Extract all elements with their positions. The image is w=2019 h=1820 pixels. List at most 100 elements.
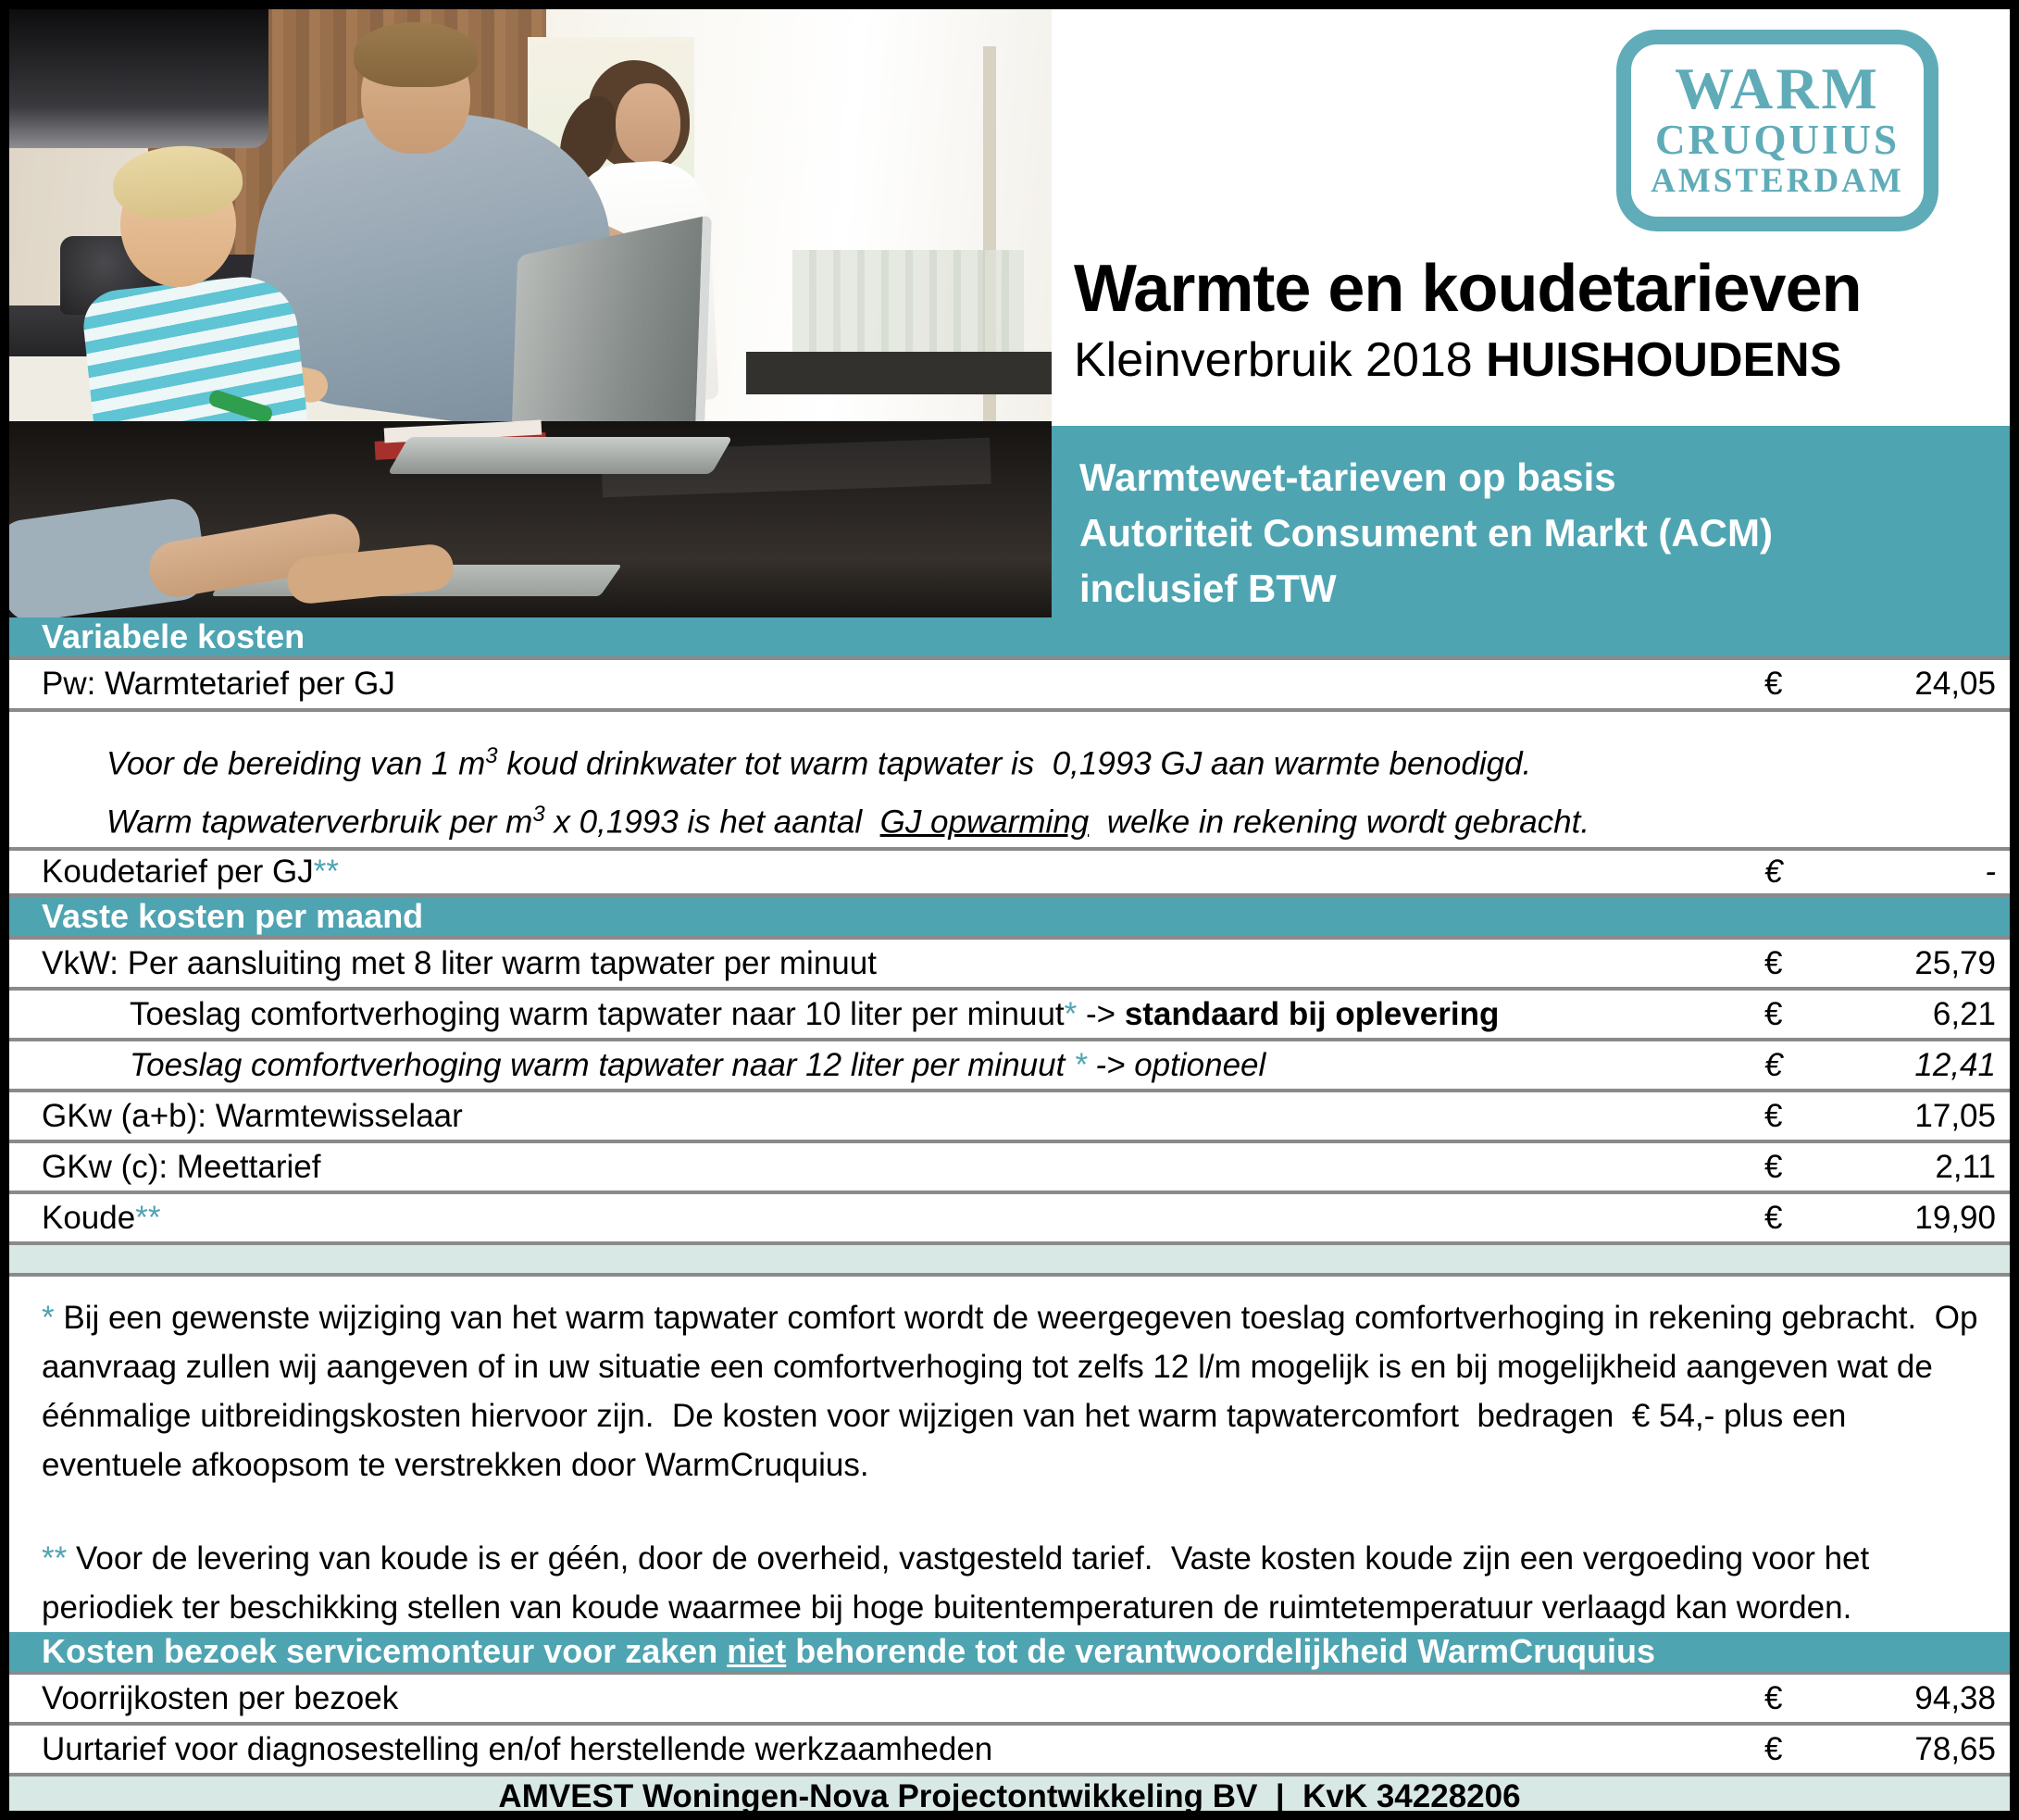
note-2-text: Warm tapwaterverbruik per m	[106, 804, 533, 841]
table-row-toeslag-10l: Toeslag comfortverhoging warm tapwater n…	[9, 991, 2010, 1041]
currency-symbol: €	[1764, 944, 1783, 981]
tapwater-note-block: Voor de bereiding van 1 m3 koud drinkwat…	[9, 712, 2010, 851]
service-header-text-2: behorende tot de verantwoordelijkheid Wa…	[786, 1632, 1656, 1670]
footnote-1: * Bij een gewenste wijziging van het war…	[42, 1293, 1982, 1490]
table-row-pw: Pw: Warmtetarief per GJ € 24,05	[9, 660, 2010, 712]
row-label: Koudetarief per GJ**	[42, 854, 1764, 891]
row-label: GKw (a+b): Warmtewisselaar	[42, 1097, 463, 1134]
service-header-underlined: niet	[727, 1632, 787, 1670]
koude-asterisks: **	[135, 1199, 161, 1236]
currency-symbol: €	[1764, 1148, 1783, 1185]
row-label: Toeslag comfortverhoging warm tapwater n…	[42, 1047, 1764, 1084]
toeslag12-arrow: ->	[1086, 1046, 1135, 1083]
currency-symbol: €	[1764, 1046, 1783, 1083]
toeslag12-label: Toeslag comfortverhoging warm tapwater n…	[130, 1046, 1075, 1083]
page-title: Warmte en koudetarieven	[1074, 252, 1863, 326]
logo-text-cruquius: CRUQUIUS	[1654, 117, 1901, 163]
row-value: 25,79	[1914, 944, 1996, 981]
footnote-2: ** Voor de levering van koude is er géén…	[42, 1534, 1982, 1632]
note-1-sup: 3	[485, 743, 498, 768]
footnotes-block: * Bij een gewenste wijziging van het war…	[9, 1277, 2010, 1632]
banner-line-1: Warmtewet-tarieven op basis	[1079, 455, 1616, 499]
acm-banner: Warmtewet-tarieven op basis Autoriteit C…	[1052, 426, 2010, 617]
logo-text-amsterdam: AMSTERDAM	[1651, 162, 1904, 200]
subtitle-bold: HUISHOUDENS	[1486, 333, 1842, 387]
table-row-gkw-ab: GKw (a+b): Warmtewisselaar € 17,05	[9, 1092, 2010, 1143]
footnote-1-asterisk: *	[42, 1300, 55, 1336]
photo-woman-face	[616, 83, 680, 165]
photo-range-hood	[9, 9, 268, 148]
section-header-vaste-kosten: Vaste kosten per maand	[9, 897, 2010, 940]
koude-label: Koude	[42, 1199, 136, 1236]
koudetarief-asterisks: **	[313, 854, 340, 890]
note-2-underlined: GJ opwarming	[879, 804, 1090, 841]
currency-symbol: €	[1764, 1730, 1783, 1767]
page-subtitle: Kleinverbruik 2018 HUISHOUDENS	[1074, 331, 2009, 389]
photo-counter-right	[746, 352, 1052, 394]
currency-symbol: €	[1764, 1097, 1783, 1134]
footnote-2-text: Voor de levering van koude is er géén, d…	[42, 1540, 1878, 1626]
row-value: 78,65	[1914, 1730, 1996, 1767]
note-2-text-3: welke in rekening wordt gebracht.	[1089, 804, 1590, 841]
logo-text-warm: WARM	[1675, 56, 1880, 121]
currency-symbol: €	[1764, 995, 1783, 1032]
table-row-koudetarief: Koudetarief per GJ** € -	[9, 851, 2010, 897]
row-value: 6,21	[1932, 995, 1996, 1032]
row-value: 12,41	[1914, 1046, 1996, 1083]
currency-symbol: €	[1764, 666, 1783, 702]
table-row-koude: Koude** € 19,90	[9, 1194, 2010, 1245]
empty-spacer-row	[9, 1245, 2010, 1277]
row-label: Pw: Warmtetarief per GJ	[42, 666, 395, 702]
row-label: VkW: Per aansluiting met 8 liter warm ta…	[42, 944, 877, 981]
service-rows: Voorrijkosten per bezoek € 94,38 Uurtari…	[9, 1675, 2010, 1776]
banner-line-2: Autoriteit Consument en Markt (ACM)	[1079, 511, 1773, 555]
row-value: 19,90	[1914, 1199, 1996, 1236]
row-value: 94,38	[1914, 1679, 1996, 1716]
row-label: Uurtarief voor diagnosestelling en/of he…	[42, 1730, 993, 1767]
row-label: Voorrijkosten per bezoek	[42, 1679, 399, 1716]
subtitle-prefix: Kleinverbruik 2018	[1074, 333, 1487, 387]
row-value: 24,05	[1914, 666, 1996, 702]
table-row-vkw: VkW: Per aansluiting met 8 liter warm ta…	[9, 940, 2010, 991]
table-row-toeslag-12l: Toeslag comfortverhoging warm tapwater n…	[9, 1041, 2010, 1092]
photo-laptop-base	[387, 437, 733, 474]
toeslag10-label: Toeslag comfortverhoging warm tapwater n…	[130, 995, 1065, 1032]
section-header-variabele-kosten: Variabele kosten	[9, 617, 2010, 660]
note-2-text-2: x 0,1993 is het aantal	[544, 804, 880, 841]
note-line-2: Warm tapwaterverbruik per m3 x 0,1993 is…	[106, 794, 1996, 843]
footnote-1-text: Bij een gewenste wijziging van het warm …	[42, 1300, 1988, 1483]
banner-line-3: inclusief BTW	[1079, 567, 1337, 610]
row-value: 17,05	[1914, 1097, 1996, 1134]
currency-symbol: €	[1764, 1199, 1783, 1236]
toeslag12-suffix: optioneel	[1134, 1046, 1266, 1083]
row-label: Toeslag comfortverhoging warm tapwater n…	[42, 996, 1764, 1033]
toeslag12-asterisk: *	[1074, 1046, 1087, 1083]
footnote-2-asterisks: **	[42, 1540, 68, 1577]
row-label: GKw (c): Meettarief	[42, 1148, 321, 1185]
family-kitchen-photo	[9, 9, 1052, 617]
toeslag10-bold-note: standaard bij oplevering	[1124, 995, 1500, 1032]
table-row-gkw-c: GKw (c): Meettarief € 2,11	[9, 1143, 2010, 1194]
note-2-sup: 3	[532, 801, 545, 827]
row-label: Koude**	[42, 1200, 1764, 1237]
currency-symbol: €	[1764, 854, 1783, 890]
photo-man-hair	[354, 22, 478, 87]
photo-dish-rack	[792, 250, 1024, 361]
section-header-servicemonteur: Kosten bezoek servicemonteur voor zaken …	[9, 1632, 2010, 1675]
title-block: Warmte en koudetarieven Kleinverbruik 20…	[1074, 252, 2009, 389]
service-header-text: Kosten bezoek servicemonteur voor zaken	[42, 1632, 728, 1670]
currency-symbol: €	[1764, 1679, 1783, 1716]
note-1-text: Voor de bereiding van 1 m	[106, 745, 486, 782]
row-value: 2,11	[1935, 1148, 1996, 1185]
note-line-1: Voor de bereiding van 1 m3 koud drinkwat…	[106, 736, 1996, 785]
warmcruquius-logo: WARM CRUQUIUS AMSTERDAM	[1616, 30, 1938, 231]
table-row-voorrijkosten: Voorrijkosten per bezoek € 94,38	[9, 1675, 2010, 1726]
table-row-uurtarief: Uurtarief voor diagnosestelling en/of he…	[9, 1726, 2010, 1776]
row-value: -	[1985, 854, 1996, 890]
footer-company-bar: AMVEST Woningen-Nova Projectontwikkeling…	[9, 1776, 2010, 1811]
note-1-text-2: koud drinkwater tot warm tapwater is 0,1…	[497, 745, 1532, 782]
header-section: WARM CRUQUIUS AMSTERDAM Warmte en koudet…	[9, 9, 2010, 617]
koudetarief-label: Koudetarief per GJ	[42, 854, 314, 890]
toeslag10-arrow: ->	[1077, 995, 1125, 1032]
